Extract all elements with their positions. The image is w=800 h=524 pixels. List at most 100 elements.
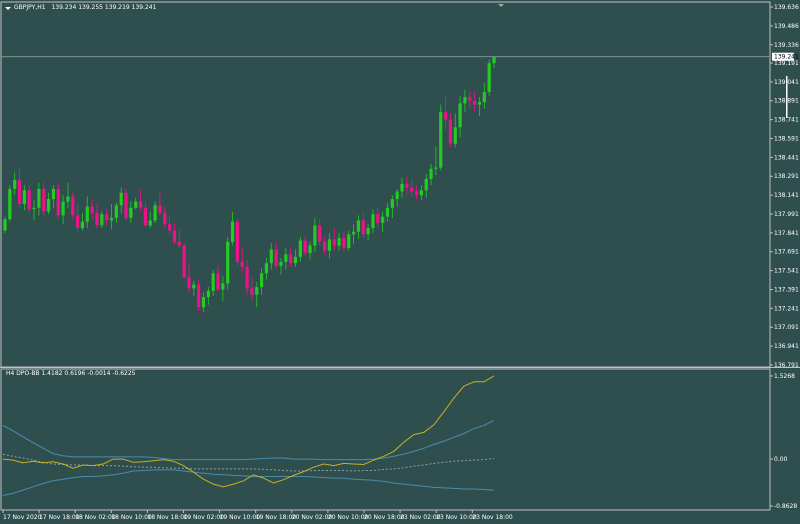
- candle-body: [366, 227, 370, 235]
- time-tick-label: 19 Nov 18:00: [256, 514, 297, 521]
- price-tick-label: 137.691: [774, 249, 799, 256]
- price-tick-label: 137.391: [774, 286, 799, 293]
- price-tick-label: 138.591: [774, 135, 799, 142]
- candle-body: [240, 261, 244, 267]
- candle-body: [8, 188, 12, 220]
- candle-body: [279, 261, 283, 266]
- candle-body: [439, 112, 443, 168]
- candle-body: [361, 220, 365, 235]
- bb-upper-line: [2, 419, 495, 461]
- time-tick-label: 17 Nov 2020: [3, 514, 42, 521]
- candle-body: [221, 283, 225, 290]
- candle-body: [153, 205, 157, 221]
- candle-body: [105, 214, 109, 221]
- candle-body: [443, 112, 448, 120]
- price-tick-label: 138.291: [774, 173, 799, 180]
- candle-body: [56, 188, 60, 216]
- candle-body: [51, 188, 56, 200]
- time-tick-label: 23 Nov 10:00: [436, 514, 477, 521]
- candle-body: [289, 254, 293, 264]
- candle-body: [201, 297, 206, 308]
- candle-body: [172, 230, 177, 242]
- candle-body: [71, 196, 75, 216]
- candle-body: [211, 273, 215, 291]
- candle-body: [385, 207, 390, 217]
- candle-body: [177, 241, 181, 246]
- price-tick-label: 137.541: [774, 268, 799, 275]
- candle-body: [226, 241, 230, 284]
- candle-body: [27, 190, 31, 210]
- candle-body: [351, 231, 356, 235]
- dpo-line: [2, 375, 495, 488]
- time-tick-label: 20 Nov 18:00: [364, 514, 405, 521]
- time-tick-label: 19 Nov 10:00: [220, 514, 261, 521]
- candle-body: [46, 199, 51, 212]
- candle-body: [424, 178, 428, 191]
- candle-body: [22, 190, 26, 205]
- time-tick-label: 18 Nov 10:00: [111, 514, 152, 521]
- candle-body: [453, 127, 457, 144]
- candle-body: [192, 284, 196, 289]
- price-tick-label: 139.486: [774, 23, 799, 30]
- candle-body: [284, 254, 288, 262]
- candle-body: [119, 192, 123, 206]
- time-tick-label: 18 Nov 18:00: [147, 514, 188, 521]
- candle-body: [293, 256, 298, 264]
- candle-body: [303, 240, 307, 254]
- shift-marker-icon[interactable]: [498, 4, 504, 7]
- price-tick-label: 136.791: [774, 362, 799, 369]
- price-tick-label: 136.941: [774, 343, 799, 350]
- price-tick-label: 138.441: [774, 154, 799, 161]
- candle-body: [313, 225, 317, 246]
- price-tick-label: 138.141: [774, 192, 799, 199]
- candle-body: [381, 216, 385, 223]
- candle-body: [434, 167, 438, 169]
- price-tick-label: 138.741: [774, 117, 799, 124]
- candle-body: [327, 239, 331, 251]
- candle-body: [410, 187, 414, 192]
- price-tick-label: 137.241: [774, 305, 799, 312]
- candle-body: [85, 206, 89, 222]
- collapse-arrow-icon[interactable]: [5, 7, 11, 10]
- time-tick-label: 20 Nov 02:00: [292, 514, 333, 521]
- candle-body: [260, 273, 264, 288]
- symbol-title: GBPJPY,H1 139.234 139.255 139.219 139.24…: [14, 4, 156, 11]
- candle-body: [414, 191, 419, 196]
- candle-body: [197, 284, 201, 308]
- candle-body: [100, 214, 104, 226]
- candle-body: [230, 221, 235, 242]
- candle-body: [109, 217, 114, 221]
- price-tick-label: 139.636: [774, 4, 799, 11]
- current-price-tag: [772, 52, 794, 61]
- candle-body: [482, 92, 486, 103]
- price-scale-marker: [786, 76, 788, 118]
- indicator-title: H4 DPO-BB 1.4182 0.6196 -0.0014 -0.6225: [6, 370, 136, 377]
- indicator-tick-label: 1.5268: [774, 373, 795, 380]
- candle-body: [80, 221, 85, 228]
- candle-body: [143, 207, 148, 226]
- candle-body: [395, 191, 399, 200]
- symbol-label: GBPJPY,H1: [14, 4, 46, 11]
- candle-body: [250, 288, 254, 295]
- price-tick-label: 137.991: [774, 211, 799, 218]
- candle-body: [298, 240, 302, 257]
- candle-body: [332, 239, 336, 246]
- candle-body: [308, 245, 312, 254]
- candle-body: [187, 277, 191, 289]
- candle-body: [376, 214, 380, 223]
- time-tick-label: 19 Nov 02:00: [184, 514, 225, 521]
- candle-body: [269, 249, 273, 264]
- candle-body: [114, 205, 118, 218]
- candle-body: [477, 102, 482, 105]
- candle-body: [90, 206, 94, 213]
- indicator-tick-label: 0.00: [774, 456, 788, 463]
- candle-body: [206, 290, 210, 298]
- candle-body: [400, 183, 404, 192]
- price-tick-label: 137.841: [774, 230, 799, 237]
- candle-body: [76, 215, 80, 228]
- candle-body: [168, 224, 172, 231]
- candle-body: [356, 220, 361, 232]
- candle-body: [371, 214, 375, 228]
